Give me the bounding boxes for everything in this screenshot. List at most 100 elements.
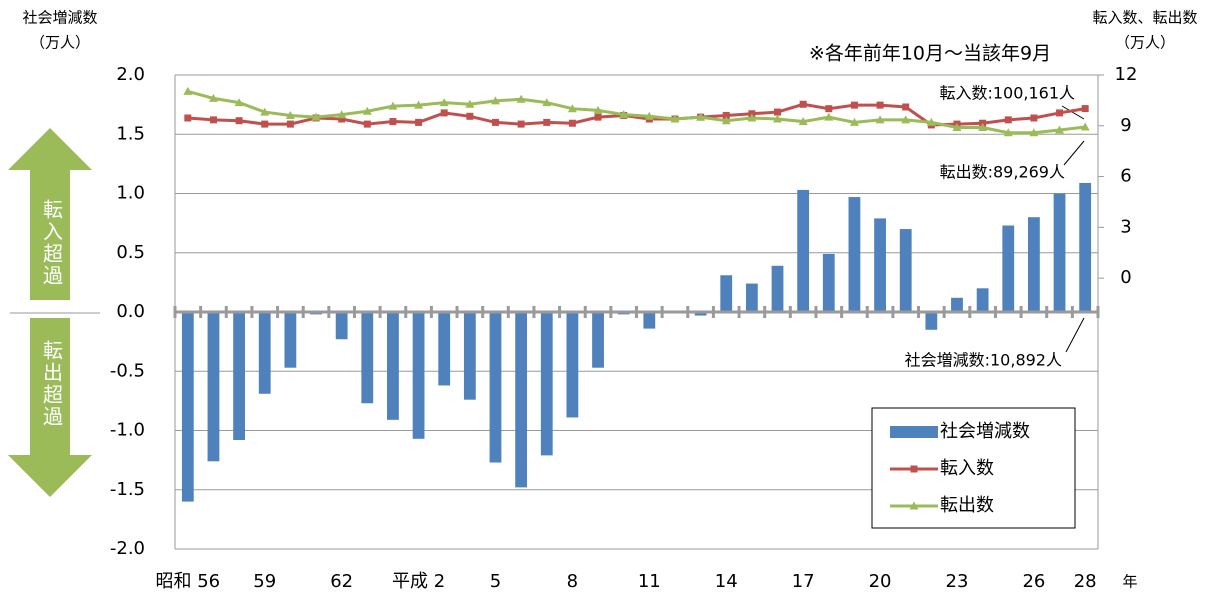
marker <box>1003 128 1013 137</box>
x-tick-label: 14 <box>715 571 738 592</box>
bar <box>951 297 963 312</box>
x-tick-label: 平成 2 <box>392 571 445 592</box>
bar <box>1028 217 1040 312</box>
y-axis-title: 社会増減数 <box>22 9 97 27</box>
bar <box>976 288 989 312</box>
marker <box>876 101 884 109</box>
marker <box>774 108 782 116</box>
bar <box>258 312 271 394</box>
bar <box>771 265 784 312</box>
marker <box>670 114 680 123</box>
bar <box>592 312 604 368</box>
bar <box>566 312 579 418</box>
marker <box>747 113 757 122</box>
leader-line <box>1061 105 1085 120</box>
marker <box>414 100 424 109</box>
y-tick-label: 0.5 <box>116 242 145 263</box>
marker <box>234 98 244 107</box>
bar <box>925 312 938 330</box>
y-tick-label: -0.5 <box>110 360 145 381</box>
marker <box>952 122 962 131</box>
x-tick-label: 11 <box>638 571 661 592</box>
marker <box>901 115 911 124</box>
marker <box>567 104 577 113</box>
marker <box>183 86 193 95</box>
marker <box>721 116 731 125</box>
marker <box>722 111 730 119</box>
x-tick-label: 17 <box>792 571 815 592</box>
x-tick-label: 昭和 56 <box>155 571 220 592</box>
marker <box>491 118 499 126</box>
marker <box>1080 122 1090 131</box>
legend-marker <box>909 501 919 510</box>
marker <box>285 110 295 119</box>
period-note: ※各年前年10月～当該年9月 <box>809 43 1051 65</box>
marker <box>1056 109 1064 117</box>
leader-line <box>1063 140 1085 166</box>
bar <box>515 312 528 488</box>
bar <box>797 189 810 312</box>
bar <box>643 312 656 329</box>
bar <box>233 312 245 440</box>
annotation: 転出数:89,269人 <box>940 163 1065 182</box>
bar <box>1053 193 1066 312</box>
marker <box>799 100 807 108</box>
y-tick-label: 1.5 <box>116 123 145 144</box>
marker <box>337 110 347 119</box>
bar <box>1002 225 1015 312</box>
marker <box>338 115 346 123</box>
marker <box>439 98 449 107</box>
bar <box>874 218 886 312</box>
y-tick-label: -2.0 <box>110 538 145 559</box>
marker <box>286 120 294 128</box>
bar <box>540 312 553 456</box>
bar <box>207 312 220 462</box>
inflow-arrow <box>8 128 92 300</box>
x-tick-label: 5 <box>490 571 501 592</box>
marker <box>875 115 885 124</box>
x-tick-label: 28 <box>1074 571 1097 592</box>
y2-tick-label: 6 <box>1120 166 1131 187</box>
marker <box>825 105 833 113</box>
marker <box>466 112 474 120</box>
marker <box>184 114 192 122</box>
marker <box>1055 125 1065 134</box>
bar <box>335 312 348 340</box>
bar <box>489 312 502 463</box>
y-tick-label: -1.0 <box>110 420 145 441</box>
y2-tick-label: 0 <box>1120 267 1131 288</box>
marker <box>415 118 423 126</box>
marker <box>490 96 500 105</box>
bar <box>181 312 194 502</box>
marker <box>362 106 372 115</box>
marker <box>824 112 834 121</box>
marker <box>593 105 603 114</box>
annotation: 社会増減数:10,892人 <box>905 351 1062 370</box>
marker <box>261 120 269 128</box>
bar <box>1079 182 1092 312</box>
side-arrows: 転入超過 転出超過 <box>8 128 100 497</box>
y-tick-label: 0.0 <box>116 301 145 322</box>
marker <box>850 101 858 109</box>
marker <box>542 98 552 107</box>
marker <box>516 94 526 103</box>
bar <box>720 275 733 312</box>
leader-line <box>1065 317 1085 353</box>
line <box>187 89 1086 135</box>
x-tick-label: 59 <box>253 571 276 592</box>
y2-tick-label: 9 <box>1120 115 1131 136</box>
marker <box>543 118 551 126</box>
marker <box>235 117 243 125</box>
legend-label: 転入数 <box>940 458 994 479</box>
marker <box>260 107 270 116</box>
marker <box>978 122 988 131</box>
annotation: 転入数:100,161人 <box>939 84 1075 103</box>
line <box>187 102 1086 127</box>
marker <box>798 117 808 126</box>
marker <box>1029 128 1039 137</box>
marker <box>619 110 629 119</box>
y-tick-label: 2.0 <box>116 64 145 85</box>
legend-label: 社会増減数 <box>940 421 1030 442</box>
x-tick-label: 26 <box>1022 571 1045 592</box>
y-tick-label: 1.0 <box>116 183 145 204</box>
